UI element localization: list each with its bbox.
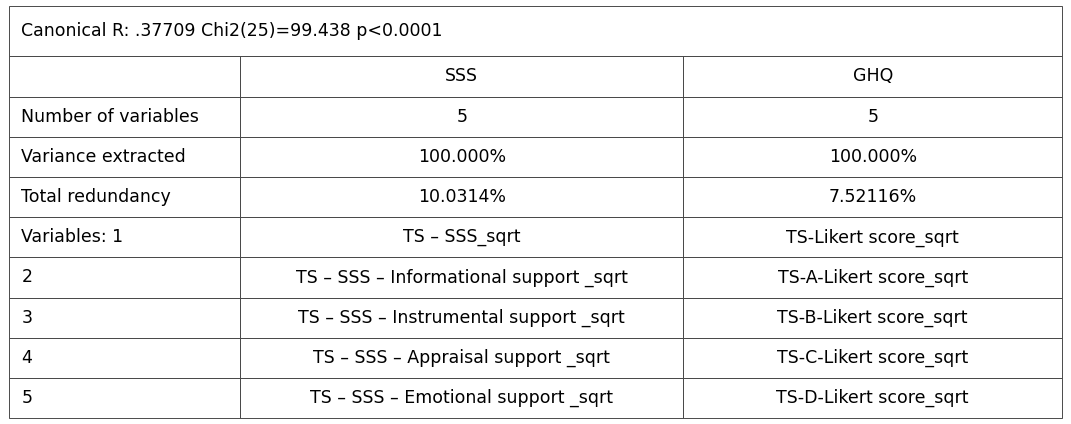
Bar xyxy=(240,97,683,137)
Bar xyxy=(683,338,1062,378)
Bar xyxy=(683,298,1062,338)
Bar xyxy=(240,218,683,257)
Bar xyxy=(683,56,1062,97)
Bar xyxy=(9,378,240,418)
Text: 5: 5 xyxy=(868,108,878,126)
Bar xyxy=(9,137,240,177)
Bar xyxy=(240,56,683,97)
Text: 5: 5 xyxy=(21,389,32,407)
Text: TS – SSS – Appraisal support _sqrt: TS – SSS – Appraisal support _sqrt xyxy=(314,349,610,367)
Bar xyxy=(9,338,240,378)
Text: 100.000%: 100.000% xyxy=(418,148,506,166)
Bar xyxy=(683,177,1062,218)
Bar xyxy=(683,378,1062,418)
Text: TS-A-Likert score_sqrt: TS-A-Likert score_sqrt xyxy=(778,268,968,287)
Text: 2: 2 xyxy=(21,268,32,287)
Text: TS-B-Likert score_sqrt: TS-B-Likert score_sqrt xyxy=(778,308,968,326)
Text: SSS: SSS xyxy=(446,67,479,86)
Text: GHQ: GHQ xyxy=(853,67,893,86)
Bar xyxy=(9,177,240,218)
Bar xyxy=(9,218,240,257)
Text: 3: 3 xyxy=(21,309,32,326)
Bar xyxy=(240,177,683,218)
Bar xyxy=(9,257,240,298)
Bar xyxy=(683,257,1062,298)
Text: Number of variables: Number of variables xyxy=(21,108,199,126)
Bar xyxy=(9,298,240,338)
Text: TS – SSS – Informational support _sqrt: TS – SSS – Informational support _sqrt xyxy=(296,268,628,287)
Text: Variables: 1: Variables: 1 xyxy=(21,229,123,246)
Bar xyxy=(9,97,240,137)
Bar xyxy=(683,137,1062,177)
Text: 7.52116%: 7.52116% xyxy=(829,188,917,206)
Bar xyxy=(240,338,683,378)
Bar xyxy=(9,56,240,97)
Text: TS – SSS – Instrumental support _sqrt: TS – SSS – Instrumental support _sqrt xyxy=(299,308,625,326)
Text: 5: 5 xyxy=(456,108,467,126)
Text: TS – SSS_sqrt: TS – SSS_sqrt xyxy=(403,229,521,246)
Bar xyxy=(683,218,1062,257)
Bar xyxy=(683,97,1062,137)
Text: TS – SSS – Emotional support _sqrt: TS – SSS – Emotional support _sqrt xyxy=(311,388,614,407)
Text: Variance extracted: Variance extracted xyxy=(21,148,186,166)
Text: TS-D-Likert score_sqrt: TS-D-Likert score_sqrt xyxy=(776,388,969,407)
Text: TS-C-Likert score_sqrt: TS-C-Likert score_sqrt xyxy=(778,349,968,367)
Text: 10.0314%: 10.0314% xyxy=(418,188,506,206)
Bar xyxy=(240,298,683,338)
Bar xyxy=(9,6,1062,56)
Bar xyxy=(240,378,683,418)
Bar xyxy=(240,257,683,298)
Bar xyxy=(240,137,683,177)
Text: Total redundancy: Total redundancy xyxy=(21,188,171,206)
Text: TS-Likert score_sqrt: TS-Likert score_sqrt xyxy=(786,228,960,247)
Text: Canonical R: .37709 Chi2(25)=99.438 p<0.0001: Canonical R: .37709 Chi2(25)=99.438 p<0.… xyxy=(21,22,443,40)
Text: 4: 4 xyxy=(21,349,32,367)
Text: 100.000%: 100.000% xyxy=(829,148,917,166)
